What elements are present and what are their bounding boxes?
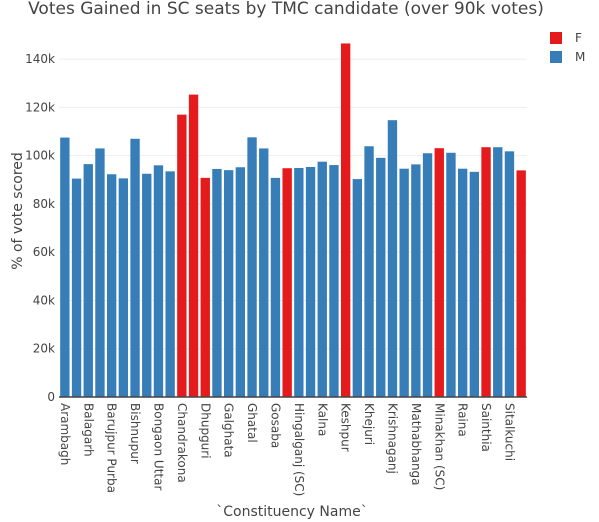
axes: 0 20k 40k 60k 80k 100k 120k 140k Arambagh Balagar… (25, 52, 527, 496)
bar[interactable] (118, 178, 129, 397)
x-tick-label: Bishnupur (128, 403, 142, 464)
x-tick-label: Galghata (222, 403, 236, 458)
x-tick-label: Dhupguri (198, 403, 212, 459)
y-tick-label: 140k (25, 52, 55, 66)
bar[interactable] (235, 167, 246, 397)
bar[interactable] (516, 170, 526, 397)
bar[interactable] (317, 161, 327, 397)
bar[interactable] (188, 94, 199, 397)
bar[interactable] (165, 171, 175, 397)
bar[interactable] (282, 168, 292, 397)
y-tick-label: 80k (33, 197, 55, 211)
x-tick-label: Minakhan (SC) (432, 403, 446, 490)
bar[interactable] (83, 164, 93, 397)
bar[interactable] (387, 120, 398, 397)
bar[interactable] (294, 167, 304, 397)
bar[interactable] (177, 114, 187, 397)
legend-label: F (575, 31, 582, 45)
legend-swatch (550, 32, 562, 44)
bar[interactable] (200, 177, 210, 397)
bar[interactable] (376, 157, 386, 397)
x-tick-label: Balagarh (81, 403, 95, 457)
bar[interactable] (212, 168, 222, 397)
bar[interactable] (446, 152, 456, 397)
bar[interactable] (434, 148, 444, 397)
x-tick-label: Chandrakona (175, 403, 189, 483)
bar[interactable] (223, 170, 234, 397)
y-axis-title: % of vote scored (10, 152, 26, 270)
x-tick-label: Krishnaganj (385, 403, 399, 474)
bar[interactable] (352, 179, 363, 397)
x-tick-label: Barujpur Purba (105, 403, 119, 493)
x-tick-label: Hingalganj (SC) (292, 403, 306, 496)
y-tick-label: 60k (33, 245, 55, 259)
bar[interactable] (457, 168, 468, 397)
bar[interactable] (340, 43, 351, 398)
legend-item-M[interactable]: M (550, 50, 585, 64)
x-tick-label: Keshpur (339, 403, 353, 452)
legend-label: M (575, 50, 585, 64)
bar[interactable] (130, 138, 140, 398)
bar[interactable] (422, 153, 433, 397)
bar[interactable] (411, 164, 421, 397)
x-tick-label: Sainthia (479, 403, 493, 452)
bar[interactable] (71, 178, 82, 397)
bar[interactable] (504, 151, 515, 397)
x-tick-label: Khejuri (362, 403, 376, 445)
y-tick-label: 20k (33, 342, 55, 356)
bar[interactable] (247, 137, 257, 398)
x-tick-label: Ghatal (245, 403, 259, 443)
legend[interactable]: FM (550, 31, 585, 64)
bar[interactable] (259, 148, 269, 397)
x-tick-label: Kalna (315, 403, 329, 436)
legend-swatch (550, 51, 562, 63)
bar[interactable] (399, 168, 409, 397)
bars (60, 43, 526, 398)
y-tick-label: 120k (25, 100, 55, 114)
chart-title: Votes Gained in SC seats by TMC candidat… (28, 0, 544, 19)
y-tick-label: 0 (47, 390, 55, 404)
bar[interactable] (153, 165, 164, 397)
x-tick-label: Sitalkuchi (502, 403, 516, 461)
bar[interactable] (270, 177, 281, 397)
y-tick-label: 100k (25, 149, 55, 163)
x-tick-label: Bongaon Uttar (151, 403, 165, 490)
x-tick-label: Mathabhanga (409, 403, 423, 486)
x-tick-label: Raina (456, 403, 470, 437)
legend-item-F[interactable]: F (550, 31, 582, 45)
bar[interactable] (469, 171, 480, 397)
bar[interactable] (364, 146, 374, 397)
bar[interactable] (142, 173, 152, 397)
bar[interactable] (60, 137, 70, 398)
bar[interactable] (493, 147, 503, 397)
bar[interactable] (95, 148, 105, 397)
bar[interactable] (329, 165, 339, 397)
y-tick-label: 40k (33, 293, 55, 307)
bar[interactable] (481, 147, 491, 397)
gridlines (59, 58, 527, 350)
bar[interactable] (305, 167, 316, 397)
bar[interactable] (106, 174, 117, 397)
x-axis-title: `Constituency Name` (216, 504, 367, 520)
x-tick-label: Gosaba (268, 403, 282, 448)
x-tick-label: Arambagh (58, 403, 72, 465)
